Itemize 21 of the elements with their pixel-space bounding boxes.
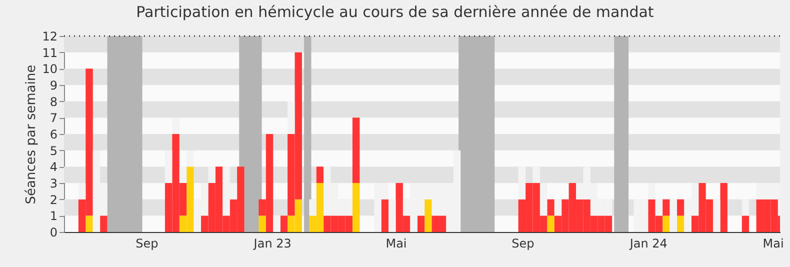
y-tick-label: 10 [42,62,58,76]
y-tick-label: 0 [50,226,58,240]
chart-title: Participation en hémicycle au cours de sa dernière année de mandat [136,3,654,21]
y-tick-label: 11 [42,46,58,60]
x-tick-label: Mai [386,236,407,250]
y-tick-label: 8 [50,94,58,109]
x-tick-label: Jan 23 [252,236,292,250]
y-tick-label: 3 [50,176,58,190]
y-tick-label: 6 [50,128,58,142]
x-tick-label: Mai [762,236,784,250]
x-tick-label: Jan 24 [628,236,668,250]
y-tick-label: 5 [50,144,58,158]
x-tick-label: Sep [136,236,158,250]
y-axis-title: Séances par semaine [24,64,40,204]
y-tick-label: 7 [50,111,58,126]
y-tick-label: 2 [50,192,58,207]
y-tick-label: 1 [50,209,58,224]
x-tick-label: Sep [512,236,534,250]
y-tick-label: 4 [50,160,58,174]
y-tick-label: 9 [50,78,58,92]
y-tick-label: 12 [42,30,58,44]
